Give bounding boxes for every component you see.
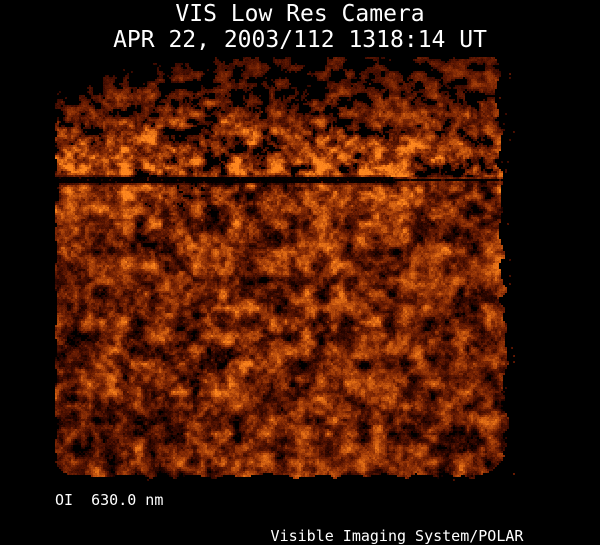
credit-line-system: Visible Imaging System/POLAR: [270, 527, 524, 545]
camera-image-canvas: [55, 57, 515, 481]
header-timestamp: APR 22, 2003/112 1318:14 UT: [113, 27, 487, 53]
filter-wavelength-label: OI 630.0 nm: [55, 491, 164, 509]
credits-block: Visible Imaging System/POLAR The Univers…: [253, 491, 542, 545]
page-title: VIS Low Res Camera: [175, 1, 425, 27]
